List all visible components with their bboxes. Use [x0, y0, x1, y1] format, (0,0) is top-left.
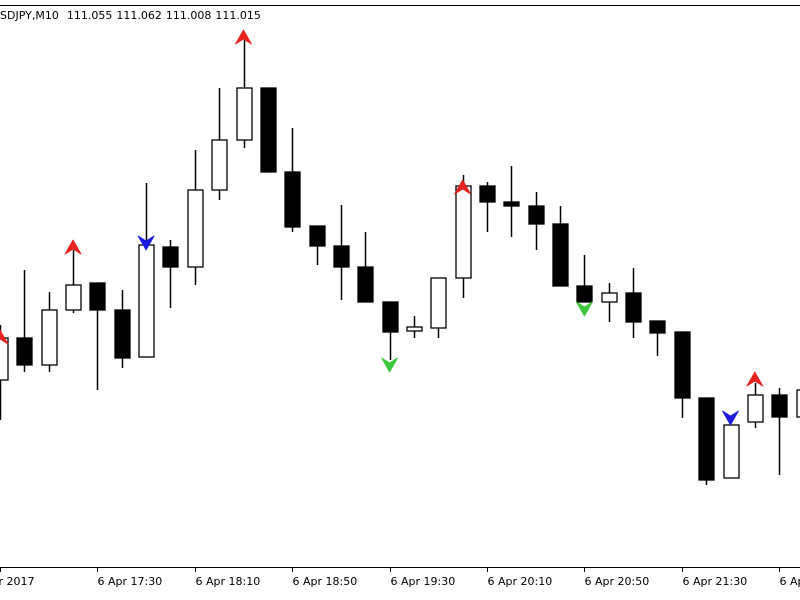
x-tick-label: 6 Apr 19:30	[391, 575, 456, 588]
signal-arrow	[454, 179, 472, 195]
candle-body	[674, 331, 691, 399]
candle-body	[649, 320, 666, 334]
candle-body	[309, 225, 326, 247]
x-tick-label: 6 Apr 18:50	[293, 575, 358, 588]
candle-body	[260, 87, 277, 173]
signal-arrow	[64, 239, 82, 255]
candle-body	[333, 245, 350, 268]
candle-body	[114, 309, 131, 359]
candle-body	[0, 337, 9, 381]
candle-body	[89, 282, 106, 311]
candle-body	[503, 201, 520, 207]
candle-body	[747, 394, 764, 423]
signal-arrow	[235, 29, 252, 45]
candle-body	[576, 285, 593, 303]
x-tick-label: 6 Apr 21:30	[683, 575, 748, 588]
candle-body	[455, 185, 472, 279]
candle-body	[601, 292, 618, 303]
header-value: 111.055	[67, 9, 113, 22]
candle-body	[382, 301, 399, 333]
header-value: 111.062	[116, 9, 162, 22]
candle-body	[406, 326, 423, 332]
x-tick-label: 6 Apr 2017	[0, 575, 35, 588]
candle-body	[552, 223, 569, 287]
candle-body	[698, 397, 715, 481]
header-value: 111.008	[166, 9, 212, 22]
x-tick-label: 6 Apr 22:10	[780, 575, 800, 588]
signal-arrow	[381, 357, 398, 373]
signal-arrow	[576, 301, 593, 317]
x-tick-label: 6 Apr 20:50	[585, 575, 650, 588]
candle-body	[430, 277, 447, 329]
signal-arrow	[0, 329, 9, 345]
candle-body	[162, 246, 179, 268]
candle-body	[236, 87, 253, 141]
candle-body	[723, 424, 740, 479]
chart-title: USDJPY,M10	[0, 9, 59, 22]
candle-body	[41, 309, 58, 366]
x-tick-label: 6 Apr 18:10	[196, 575, 261, 588]
candle-body	[796, 389, 800, 418]
candle-body	[138, 244, 155, 358]
x-tick-label: 6 Apr 20:10	[488, 575, 553, 588]
candle-body	[528, 205, 545, 225]
signal-arrow	[722, 410, 739, 426]
candle-body	[16, 337, 33, 366]
candle-body	[284, 171, 301, 228]
candle-body	[187, 189, 204, 268]
candle-body	[625, 292, 642, 323]
candle-body	[771, 394, 788, 418]
header-value: 111.015	[215, 9, 261, 22]
x-tick-label: 6 Apr 17:30	[98, 575, 163, 588]
candle-body	[479, 185, 496, 203]
signal-arrow	[746, 371, 764, 387]
candle-body	[65, 284, 82, 311]
candle-body	[357, 266, 374, 303]
signal-arrow	[137, 235, 155, 251]
candle-body	[211, 139, 228, 191]
